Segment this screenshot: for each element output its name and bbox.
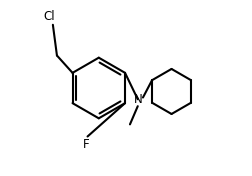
Text: N: N bbox=[133, 93, 142, 106]
Text: F: F bbox=[83, 138, 90, 151]
Text: Cl: Cl bbox=[43, 10, 55, 23]
